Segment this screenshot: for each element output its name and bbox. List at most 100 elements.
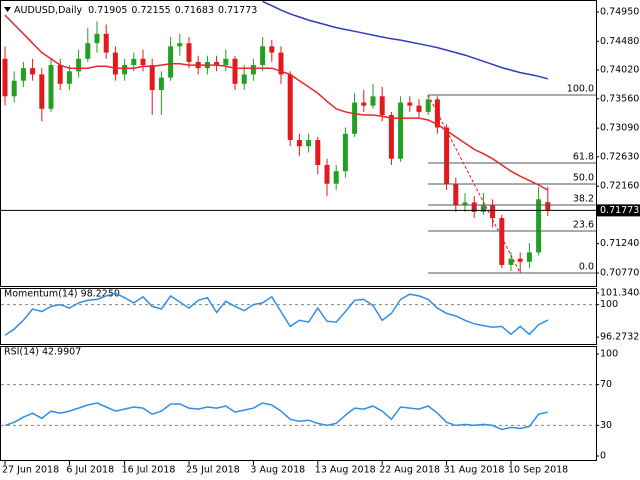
y-tick-label: 0.74950 <box>600 6 639 17</box>
candle-body <box>168 46 174 78</box>
candle-body <box>352 102 358 134</box>
y-tick-label: 0 <box>600 451 606 462</box>
x-tick-label: 25 Jul 2018 <box>186 465 240 476</box>
candle-body <box>2 58 8 97</box>
y-tick-label: 0.73090 <box>600 123 639 134</box>
y-tick-label: 100 <box>600 299 618 310</box>
x-tick-label: 6 Jul 2018 <box>66 465 114 476</box>
fib-label: 0.0 <box>579 262 594 273</box>
symbol-icon <box>4 7 11 12</box>
symbol: AUDUSD,Daily <box>14 5 83 16</box>
candle-body <box>11 80 17 97</box>
candle-body <box>76 58 82 72</box>
candle-body <box>296 140 302 147</box>
candle-body <box>471 202 477 212</box>
fib-trend <box>427 94 521 274</box>
candle-body <box>517 258 523 262</box>
candle-body <box>324 164 330 184</box>
candle-body <box>388 115 394 159</box>
header-close: 0.71773 <box>218 5 257 16</box>
candle-body <box>490 205 496 219</box>
candle-body <box>536 199 542 253</box>
y-tick-label: 0.72160 <box>600 181 639 192</box>
y-tick-label: 0.74480 <box>600 36 639 47</box>
y-tick-label: 96.2732 <box>600 332 639 343</box>
x-tick-label: 27 Jun 2018 <box>2 465 59 476</box>
candle-body <box>416 105 422 112</box>
header-high: 0.72155 <box>131 5 170 16</box>
x-tick-label: 31 Aug 2018 <box>444 465 505 476</box>
current-price-label: 0.71773 <box>600 205 639 216</box>
candle-body <box>232 58 238 84</box>
moving-average <box>4 14 549 191</box>
candle-body <box>361 102 367 106</box>
y-tick-label: 70 <box>600 379 612 390</box>
candle-body <box>379 96 385 116</box>
moving-average <box>262 0 548 80</box>
candle-body <box>333 171 339 184</box>
main-panel <box>0 0 597 287</box>
candle-body <box>453 183 459 206</box>
candle-body <box>306 140 312 147</box>
x-tick-label: 16 Jul 2018 <box>122 465 176 476</box>
candle-body <box>462 202 468 206</box>
candle-body <box>250 65 256 75</box>
fib-label: 61.8 <box>573 152 594 163</box>
candle-body <box>398 102 404 159</box>
candle-body <box>131 58 137 66</box>
header-open: 0.71905 <box>88 5 127 16</box>
candle-body <box>315 140 321 165</box>
candle-body <box>66 71 72 84</box>
candle-body <box>480 205 486 212</box>
candle-body <box>526 252 532 262</box>
y-tick-label: 30 <box>600 420 612 431</box>
y-tick-label: 0.73560 <box>600 93 639 104</box>
momentum-panel <box>0 288 597 345</box>
y-tick-label: 0.72630 <box>600 151 639 162</box>
candle-body <box>186 43 192 62</box>
fib-label: 50.0 <box>573 173 594 184</box>
x-tick-label: 3 Aug 2018 <box>250 465 305 476</box>
y-tick-label: 100 <box>600 349 618 360</box>
candle-body <box>508 258 514 265</box>
fib-label: 100.0 <box>567 84 594 95</box>
candle-body <box>241 74 247 84</box>
candle-body <box>214 61 220 66</box>
candle-body <box>545 202 551 211</box>
fib-label: 38.2 <box>573 194 594 205</box>
rsi-panel <box>0 346 597 461</box>
candle-body <box>287 74 293 141</box>
momentum-title: Momentum(14) 98.2250 <box>4 289 120 300</box>
candle-body <box>223 58 229 66</box>
candle-body <box>112 52 118 75</box>
x-tick-label: 22 Aug 2018 <box>379 465 440 476</box>
candle-body <box>20 68 26 81</box>
candle-body <box>425 99 431 112</box>
candle-body <box>177 43 183 47</box>
candle-body <box>269 46 275 53</box>
candle-body <box>140 58 146 66</box>
header-low: 0.71683 <box>175 5 214 16</box>
x-tick-label: 10 Sep 2018 <box>508 465 568 476</box>
candle-body <box>444 127 450 184</box>
candle-body <box>30 68 36 75</box>
indicator-line <box>4 402 548 431</box>
y-tick-label: 0.71240 <box>600 238 639 249</box>
candle-body <box>94 33 100 44</box>
candle-body <box>103 33 109 53</box>
rsi-title: RSI(14) 42.9907 <box>4 347 81 358</box>
candle-body <box>407 102 413 106</box>
current-price-box <box>597 204 640 217</box>
candle-body <box>342 133 348 172</box>
candle-body <box>57 65 63 84</box>
candle-body <box>370 96 376 106</box>
x-tick-label: 13 Aug 2018 <box>315 465 376 476</box>
y-tick-label: 0.74020 <box>600 65 639 76</box>
candle-body <box>499 218 505 265</box>
fib-label: 23.6 <box>573 219 594 230</box>
candle-body <box>122 65 128 75</box>
indicator-line <box>4 292 549 336</box>
candle-body <box>260 46 266 66</box>
